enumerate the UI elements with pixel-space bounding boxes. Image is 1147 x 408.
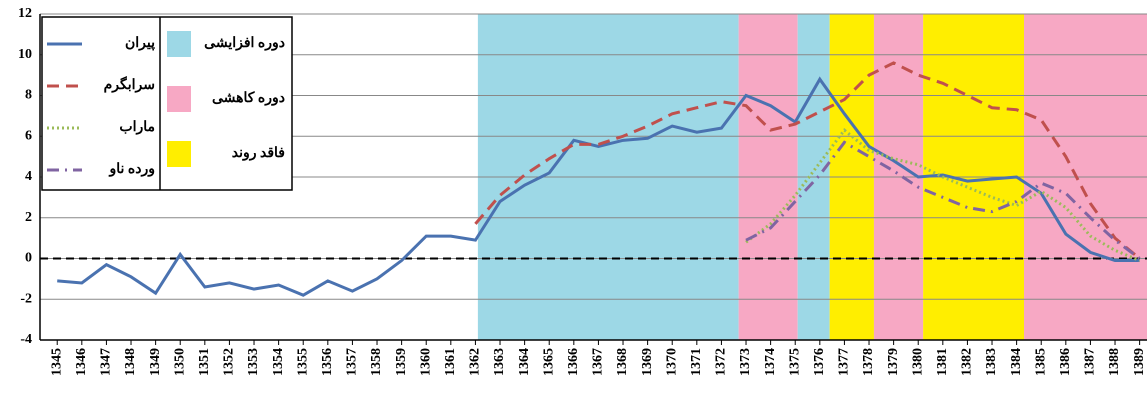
x-tick-label: 1388: [1107, 348, 1122, 376]
x-tick-label: 1353: [246, 348, 261, 376]
x-tick-label: 1389: [1132, 348, 1147, 376]
x-tick-label: 1347: [99, 348, 114, 376]
x-tick-label: 1356: [320, 348, 335, 376]
series-line: [474, 61, 1141, 260]
x-tick-label: 1383: [984, 348, 999, 376]
x-tick-label: 1354: [271, 348, 286, 376]
x-tick-label: 1379: [886, 348, 901, 376]
legend-label: ورده ناو: [108, 162, 155, 177]
x-tick-label: 1378: [861, 348, 876, 376]
x-tick-label: 1377: [837, 348, 852, 376]
y-tick-label: 12: [18, 6, 32, 21]
y-tick-label: 0: [25, 251, 32, 266]
x-tick-label: 1346: [74, 348, 89, 376]
legend-swatch: [167, 86, 191, 112]
legend-label: دوره افزایشی: [204, 36, 285, 51]
legend-label: سرابگرم: [104, 76, 155, 93]
legend-label: فاقد روند: [232, 146, 285, 161]
x-tick-label: 1355: [295, 348, 310, 376]
x-tick-label: 1375: [787, 348, 802, 376]
x-tick-label: 1369: [640, 348, 655, 376]
x-tick-label: 1345: [49, 348, 64, 376]
series-line: [57, 76, 1140, 297]
x-tick-label: 1359: [394, 348, 409, 376]
x-tick-label: 1367: [591, 348, 606, 376]
x-tick-label: 1387: [1083, 348, 1098, 376]
legend-label: پیران: [125, 36, 155, 51]
y-tick-label: 10: [18, 47, 32, 62]
x-tick-label: 1368: [615, 348, 630, 376]
x-tick-label: 1381: [935, 348, 950, 376]
y-tick-label: -2: [20, 291, 32, 306]
x-tick-label: 1358: [369, 348, 384, 376]
x-tick-label: 1373: [738, 348, 753, 376]
x-tick-label: 1380: [910, 348, 925, 376]
x-tick-label: 1386: [1058, 348, 1073, 376]
x-tick-label: 1366: [566, 348, 581, 376]
y-tick-label: -4: [20, 332, 32, 347]
x-tick-label: 1370: [664, 348, 679, 376]
x-tick-label: 1348: [123, 348, 138, 376]
x-tick-label: 1351: [197, 348, 212, 376]
y-tick-label: 8: [25, 88, 32, 103]
x-tick-label: 1360: [418, 348, 433, 376]
series-line: [745, 127, 1141, 262]
x-tick-label: 1365: [541, 348, 556, 376]
legend-swatch: [167, 141, 191, 167]
x-tick-label: 1362: [468, 348, 483, 376]
legend-swatch: [167, 31, 191, 57]
y-tick-label: 6: [25, 128, 32, 143]
x-tick-label: 1372: [714, 348, 729, 376]
series-line: [745, 140, 1141, 260]
y-tick-label: 2: [25, 210, 32, 225]
x-tick-label: 1385: [1033, 348, 1048, 376]
x-tick-label: 1384: [1009, 348, 1024, 376]
y-tick-label: 4: [25, 169, 32, 184]
x-tick-label: 1364: [517, 348, 532, 376]
x-tick-label: 1374: [763, 348, 778, 376]
legend-label: دوره کاهشی: [212, 90, 285, 106]
x-tick-label: 1350: [172, 348, 187, 376]
x-tick-label: 1361: [443, 348, 458, 376]
x-tick-label: 1357: [345, 348, 360, 376]
x-tick-label: 1352: [222, 348, 237, 376]
x-tick-label: 1349: [148, 348, 163, 376]
x-tick-label: 1382: [960, 348, 975, 376]
x-tick-label: 1371: [689, 348, 704, 376]
x-tick-label: 1376: [812, 348, 827, 376]
x-tick-label: 1363: [492, 348, 507, 376]
legend-label: ماراب: [119, 120, 155, 135]
